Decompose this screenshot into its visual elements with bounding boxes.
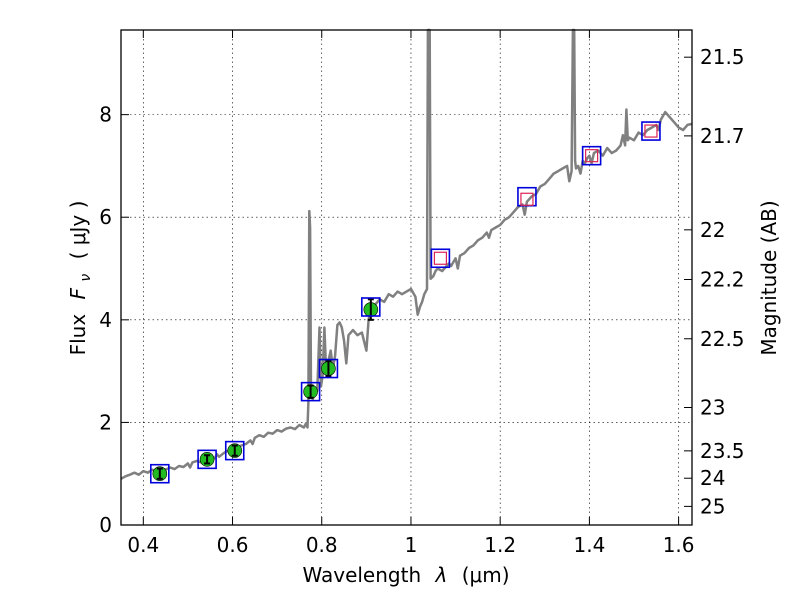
x-tick-label: 1.4 [573,533,605,557]
model-point [300,381,321,402]
magnitude-tick-label: 23 [700,395,725,419]
magnitude-tick-label: 22.5 [700,327,745,351]
magnitude-tick-label: 21.7 [700,124,745,148]
model-point [318,358,339,379]
y-tick-label: 8 [99,103,112,127]
axis-ticks: 0.4 0.6 0.8 1 1.2 1.4 1.60246821.521.72222.222… [99,30,745,557]
spectrum-layer [120,28,693,480]
y-axis-label-text: Flux [66,314,90,356]
magnitude-tick-label: 21.5 [700,45,745,69]
y-axis-symbol: F [66,287,90,299]
nir-point [644,124,658,138]
model-point [197,449,217,470]
y2-axis-label: Magnitude (AB) [757,200,781,355]
nir-photometry-layer [433,124,658,265]
x-tick-label: 0.6 [217,533,249,557]
magnitude-tick-label: 22.2 [700,267,745,291]
observed-layer [152,298,379,482]
y-axis-unit: ( μJy ) [66,201,90,260]
nir-point [585,149,599,163]
model-point [641,121,661,141]
x-axis-label-text: Wavelength [302,563,421,587]
model-point [224,440,245,461]
x-axis-label: Wavelength λ (μm) [302,563,509,587]
magnitude-tick-label: 23.5 [700,439,745,463]
nir-point [520,192,534,206]
x-tick-label: 1.6 [663,533,695,557]
magnitude-tick-label: 22 [700,218,725,242]
y-tick-label: 6 [99,205,112,229]
x-axis-unit: (μm) [462,563,510,587]
y-tick-label: 0 [99,513,112,537]
x-tick-label: 1 [405,533,418,557]
x-tick-label: 0.8 [306,533,338,557]
model-point [430,248,451,269]
magnitude-tick-label: 24 [700,466,725,490]
model-point [581,145,602,166]
y-tick-label: 4 [99,308,112,332]
model-point [150,463,170,484]
plot-frame [120,29,693,526]
model-photometry-layer [150,121,661,484]
x-tick-label: 0.4 [127,533,159,557]
nir-point [433,251,448,265]
x-axis-symbol: λ [435,563,448,587]
x-tick-label: 1.2 [484,533,516,557]
magnitude-tick-label: 25 [700,494,725,518]
model-point [361,297,381,317]
spectrum-line [120,28,693,480]
y-tick-label: 2 [99,410,112,434]
grid-lines [121,30,692,526]
y-axis-label: Flux F ν ( μJy ) [66,201,95,356]
y-axis-subscript: ν [78,274,94,282]
